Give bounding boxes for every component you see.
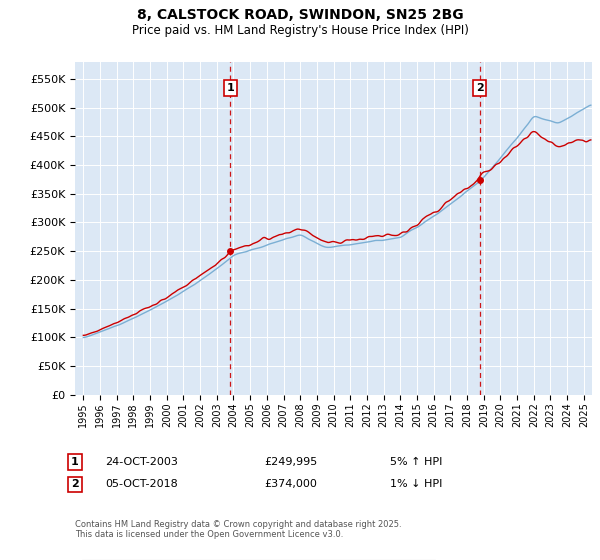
Text: 1: 1 bbox=[71, 457, 79, 467]
Text: £374,000: £374,000 bbox=[264, 479, 317, 489]
Text: 2: 2 bbox=[476, 83, 484, 94]
Text: £249,995: £249,995 bbox=[264, 457, 317, 467]
Text: 2: 2 bbox=[71, 479, 79, 489]
Text: Contains HM Land Registry data © Crown copyright and database right 2025.
This d: Contains HM Land Registry data © Crown c… bbox=[75, 520, 401, 539]
Text: 1: 1 bbox=[226, 83, 234, 94]
Text: Price paid vs. HM Land Registry's House Price Index (HPI): Price paid vs. HM Land Registry's House … bbox=[131, 24, 469, 36]
Text: 05-OCT-2018: 05-OCT-2018 bbox=[105, 479, 178, 489]
Text: 8, CALSTOCK ROAD, SWINDON, SN25 2BG: 8, CALSTOCK ROAD, SWINDON, SN25 2BG bbox=[137, 8, 463, 22]
Text: 1% ↓ HPI: 1% ↓ HPI bbox=[390, 479, 442, 489]
Text: 5% ↑ HPI: 5% ↑ HPI bbox=[390, 457, 442, 467]
Text: 24-OCT-2003: 24-OCT-2003 bbox=[105, 457, 178, 467]
